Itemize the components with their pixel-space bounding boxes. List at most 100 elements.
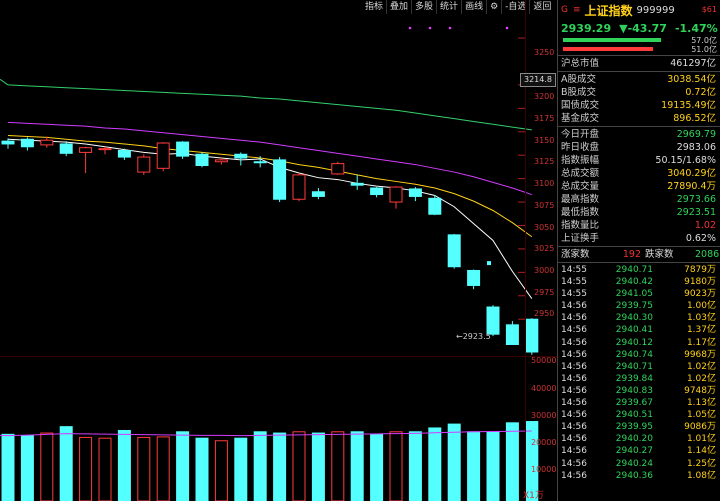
toolbar-draw-line-button[interactable]: 画线 (461, 0, 486, 14)
stat-label: 今日开盘 (561, 129, 600, 140)
candle-up (389, 186, 403, 203)
volume-bar-up (79, 436, 93, 501)
down-count: 2086 (695, 249, 720, 260)
candles (1, 136, 539, 355)
stats-section: 今日开盘 2969.79 昨日收盘 2983.06 指数振幅 50.15/1.68% 总成交… (558, 128, 720, 245)
tick-volume: 1.08亿 (686, 470, 716, 481)
quote-header: G ≡ 上证指数 999999 $61 (558, 0, 720, 20)
volume-ma-line (0, 430, 532, 437)
tick-volume: 1.02亿 (686, 361, 716, 372)
divider (558, 71, 720, 72)
market-cap-section: 沪总市值 461297亿 (558, 57, 720, 70)
volume-unit: X1万 (523, 491, 544, 501)
tick-price: 2939.67 (615, 398, 653, 409)
tick-time: 14:56 (561, 373, 587, 384)
y-tick: 3100 (534, 179, 555, 188)
stat-row: 今日开盘 2969.79 (558, 128, 720, 141)
tick-time: 14:55 (561, 265, 587, 275)
tick-price: 2939.75 (615, 301, 653, 312)
tick-volume: 9968万 (684, 349, 716, 360)
stat-value: 50.15/1.68% (655, 155, 716, 166)
tick-row: 14:56 2940.83 9748万 (558, 385, 720, 397)
volume-bar-up (214, 440, 228, 501)
stat-label: 国债成交 (561, 100, 600, 111)
tick-price: 2940.71 (615, 361, 653, 372)
down-count-label: 跌家数 (645, 249, 674, 260)
stat-value: 2923.51 (676, 207, 716, 218)
volume-bar-up (137, 436, 151, 501)
volume-bar-down (505, 422, 519, 501)
stat-label: A股成交 (561, 74, 596, 85)
volume-bar-down (195, 437, 209, 501)
tick-row: 14:56 2940.30 1.03亿 (558, 312, 720, 324)
tick-volume: 1.03亿 (686, 313, 716, 324)
volume-bar-down (370, 433, 384, 501)
panel-separator (0, 356, 557, 357)
tick-row: 14:55 2940.42 9180万 (558, 276, 720, 288)
tick-volume: 1.05亿 (686, 410, 716, 421)
y-tick: 3025 (534, 244, 555, 253)
price-change-pct: -1.47% (674, 21, 718, 35)
candle-down (428, 197, 442, 215)
tick-time: 14:56 (561, 446, 587, 457)
tick-price: 2939.95 (615, 422, 653, 433)
toolbar-watchlist-button[interactable]: -自选 (501, 0, 529, 14)
y-tick: 3175 (534, 114, 555, 123)
tick-time: 14:56 (561, 398, 587, 409)
tick-row: 14:56 2940.36 1.08亿 (558, 470, 720, 482)
volume-bar-up (40, 432, 54, 501)
volume-bar-down (273, 432, 287, 501)
tick-price: 2940.41 (615, 325, 653, 336)
candle-up (292, 174, 306, 200)
y-tick: 2975 (534, 288, 555, 297)
y-tick: 3250 (534, 48, 555, 57)
tick-time: 14:55 (561, 277, 587, 288)
menu-icon[interactable]: ≡ (572, 5, 581, 15)
y-tick: 2950 (534, 309, 555, 318)
tick-volume: 1.02亿 (686, 373, 716, 384)
candle-down (117, 150, 131, 158)
tick-time: 14:56 (561, 458, 587, 469)
stat-value: 0.72亿 (685, 87, 716, 98)
toolbar-back-button[interactable]: 返回 (529, 0, 554, 14)
volume-tick: 10000 (531, 465, 557, 474)
group-icon[interactable]: G (561, 5, 568, 15)
tick-time: 14:55 (561, 289, 587, 300)
toolbar-overlay-button[interactable]: 叠加 (386, 0, 411, 14)
turnover-section: A股成交 3038.54亿 B股成交 0.72亿 国债成交 19135.49亿 基金成交 89… (558, 73, 720, 125)
tick-price: 2939.84 (615, 373, 653, 384)
candle-down (370, 187, 384, 196)
tick-time: 14:56 (561, 337, 587, 348)
index-code: 999999 (636, 4, 675, 16)
candle-up (331, 163, 345, 175)
stat-row: 上证换手 0.62% (558, 232, 720, 245)
candle-down (1, 140, 15, 145)
tick-list[interactable]: 14:55 2940.71 7879万 14:55 2940.42 9180万 14:55 2… (558, 264, 720, 482)
ratio-value: 51.0亿 (691, 45, 717, 54)
kline-chart-svg[interactable] (0, 0, 557, 501)
candle-down (350, 182, 364, 186)
ma5-line (7, 138, 533, 299)
volume-bar-up (156, 436, 170, 501)
ma60-line-lead (0, 78, 9, 86)
stat-label: 总成交额 (561, 168, 600, 179)
tick-volume: 1.25亿 (686, 458, 716, 469)
stat-row: A股成交 3038.54亿 (558, 73, 720, 86)
tick-volume: 7879万 (684, 265, 716, 275)
stat-label: 最低指数 (561, 207, 600, 218)
candle-up (214, 159, 228, 163)
toolbar-multi-stock-button[interactable]: 多股 (411, 0, 436, 14)
candle-down (447, 234, 461, 268)
tick-row: 14:56 2940.41 1.37亿 (558, 324, 720, 336)
toolbar-stats-button[interactable]: 统计 (436, 0, 461, 14)
stat-value: 896.52亿 (673, 113, 716, 124)
volume-bar-down (117, 430, 131, 501)
volume-tick: 30000 (531, 411, 557, 420)
volume-bar-down (408, 431, 422, 501)
kline-chart-area[interactable]: 指标 叠加 多股 统计 画线 ⚙ -自选 返回 3250 3200 3175 3… (0, 0, 557, 501)
candle-down (195, 153, 209, 167)
toolbar-indicator-button[interactable]: 指标 (365, 2, 384, 12)
candle-up (40, 139, 54, 146)
gear-icon[interactable]: ⚙ (486, 0, 501, 14)
tick-row: 14:56 2939.75 1.00亿 (558, 300, 720, 312)
